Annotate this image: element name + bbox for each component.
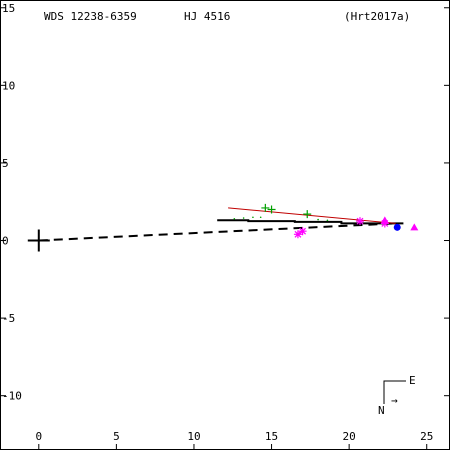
y-tick-label-2: 5 (2, 157, 9, 170)
orbit-solid-line (217, 219, 404, 225)
primary-star-marker (27, 229, 50, 252)
triangle-marker-1 (410, 223, 419, 231)
x-tick-label-25: 25 (420, 430, 433, 443)
compass-axes (383, 380, 406, 404)
asterisk-marker-1 (298, 227, 307, 236)
compass-north-label: N (378, 404, 385, 417)
dot-marker-5 (326, 219, 329, 222)
dot-marker-0 (233, 217, 236, 220)
dot-filled-marker-0 (393, 223, 401, 231)
triangle-marker-0 (380, 216, 389, 224)
plus-marker-2 (303, 210, 312, 219)
chart-title-right: (Hrt2017a) (344, 10, 410, 23)
dot-marker-3 (259, 216, 262, 219)
dot-marker-4 (317, 218, 319, 221)
tick-labels: 0 5 10 15 20 25 15 10 5 0 -5 -10 (2, 2, 433, 443)
observation-markers (233, 203, 419, 239)
y-tick-label-3: 0 (2, 235, 9, 248)
asterisk-marker-2 (356, 217, 364, 226)
dot-marker-2 (252, 216, 254, 219)
dot-marker-1 (242, 217, 245, 219)
asterisk-marker-3 (380, 219, 389, 228)
plus-marker-1 (267, 205, 276, 214)
x-tick-label-15: 15 (265, 430, 278, 443)
tick-marks (0, 7, 450, 450)
asterisk-marker-0 (293, 230, 302, 239)
orbit-lines (27, 207, 404, 252)
motion-arrow: → (391, 394, 398, 407)
orientation-compass: E N → (378, 374, 416, 417)
compass-east-label: E (409, 374, 416, 387)
y-tick-label-4: -5 (2, 312, 15, 325)
chart-title-left: WDS 12238-6359 (44, 10, 137, 23)
x-tick-label-10: 10 (187, 430, 200, 443)
x-tick-label-20: 20 (343, 430, 356, 443)
plus-marker-0 (261, 203, 270, 212)
x-tick-label-5: 5 (113, 430, 120, 443)
y-tick-label-0: 15 (2, 2, 15, 15)
chart-title-center: HJ 4516 (184, 10, 230, 23)
y-tick-label-5: -10 (2, 390, 22, 403)
x-tick-label-0: 0 (35, 430, 42, 443)
y-tick-label-1: 10 (2, 79, 15, 92)
red-fit-line (228, 207, 396, 224)
